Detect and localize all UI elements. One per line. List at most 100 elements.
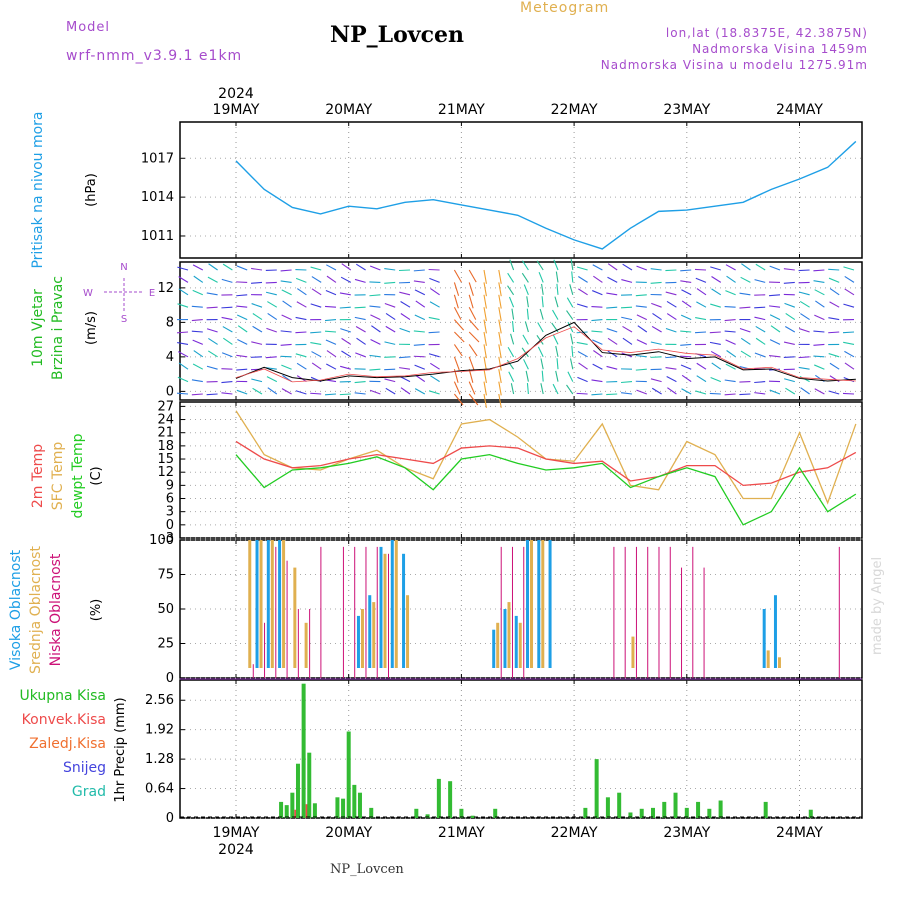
wind-arrow bbox=[710, 303, 721, 308]
wind-arrow bbox=[400, 301, 411, 308]
wind-arrow bbox=[483, 331, 487, 346]
y-tick-label: 1017 bbox=[141, 151, 174, 166]
wind-arrow bbox=[725, 339, 736, 345]
wind-arrow bbox=[453, 381, 461, 395]
cloud-bar-1 bbox=[394, 540, 398, 668]
wind-arrow bbox=[536, 260, 544, 271]
wind-arrow bbox=[369, 265, 381, 271]
wind-arrow bbox=[622, 263, 633, 271]
wind-arrow bbox=[769, 389, 781, 395]
wind-arrow bbox=[341, 337, 352, 345]
wind-arrow bbox=[710, 376, 722, 383]
wind-arrow bbox=[555, 370, 559, 382]
wind-arrow bbox=[280, 330, 292, 333]
wind-arrow bbox=[606, 306, 618, 309]
wind-arrow bbox=[236, 368, 248, 371]
wind-arrow bbox=[483, 393, 487, 408]
precip-bar bbox=[594, 759, 599, 818]
pressure-axis-label: Pritisak na nivou mora bbox=[30, 111, 46, 268]
cloud-bar-0 bbox=[548, 540, 552, 668]
precip-bar bbox=[335, 797, 340, 818]
wind-arrow bbox=[511, 308, 515, 320]
wind-arrow bbox=[754, 381, 766, 384]
wind-arrow bbox=[326, 275, 337, 283]
wind-arrow bbox=[222, 326, 233, 333]
wind-arrow bbox=[755, 337, 766, 345]
wind-arrow bbox=[206, 365, 218, 370]
wind-arrow bbox=[193, 275, 204, 283]
wind-arrow bbox=[191, 330, 203, 333]
wind-arrow bbox=[206, 292, 218, 296]
wind-arrow bbox=[221, 381, 233, 384]
wind-arrow bbox=[606, 328, 618, 333]
wind-arrow bbox=[498, 393, 502, 408]
wind-arrow bbox=[636, 389, 647, 395]
meteogram-label: Meteogram bbox=[520, 0, 610, 16]
y-tick-label: -3 bbox=[161, 531, 174, 546]
wind-arrow bbox=[591, 379, 603, 383]
wind-arrow bbox=[680, 280, 692, 283]
year-label-bottom: 2024 bbox=[218, 842, 254, 858]
wind-arrow bbox=[236, 305, 248, 308]
wind-arrow bbox=[252, 313, 263, 321]
wind-arrow bbox=[798, 366, 810, 370]
wind-arrow bbox=[414, 388, 426, 395]
cloud-bar-1 bbox=[270, 540, 274, 668]
wind-arrow bbox=[620, 381, 633, 384]
wind-arrow bbox=[498, 269, 502, 284]
wind-arrow bbox=[566, 297, 574, 308]
wind-arrow bbox=[192, 363, 204, 370]
wind-arrow bbox=[553, 259, 559, 271]
cloud-bar-0 bbox=[492, 629, 496, 668]
wind-arrow bbox=[606, 292, 618, 296]
lonlat-label: lon,lat (18.8375E, 42.3875N) bbox=[665, 26, 868, 40]
wind-arrow bbox=[511, 320, 515, 333]
wind-arrow bbox=[296, 362, 307, 370]
wind-arrow bbox=[680, 314, 692, 321]
compass-s: S bbox=[121, 314, 127, 325]
cloud-bar-1 bbox=[360, 609, 364, 668]
wind-arrow bbox=[769, 305, 781, 308]
wind-arrow bbox=[607, 276, 618, 283]
wind-arrow bbox=[569, 358, 574, 370]
wind-arrow bbox=[829, 301, 840, 308]
precip-legend-0: Ukupna Kisa bbox=[19, 688, 106, 704]
wind-arrow bbox=[414, 364, 426, 370]
wind-arrow bbox=[453, 294, 459, 309]
wind-arrow bbox=[571, 345, 574, 357]
wind-arrow bbox=[552, 334, 559, 345]
wind-arrow bbox=[680, 269, 692, 272]
wind-arrow bbox=[556, 358, 559, 370]
wind-arrow bbox=[510, 333, 515, 345]
wind-arrow bbox=[783, 281, 795, 284]
wind-arrow bbox=[709, 341, 721, 345]
precip-bar bbox=[763, 801, 768, 818]
precip-bar bbox=[295, 763, 300, 818]
x-tick-label-bottom: 21MAY bbox=[438, 825, 485, 841]
cloud-unit-label: (%) bbox=[89, 599, 104, 622]
x-tick-label-top: 24MAY bbox=[776, 102, 823, 118]
wind-arrow bbox=[783, 268, 795, 271]
wind-arrow bbox=[208, 337, 218, 345]
wind-arrow bbox=[650, 281, 662, 284]
cloud-bar-0 bbox=[390, 540, 394, 668]
wind-arrow bbox=[355, 263, 366, 271]
wind-arrow bbox=[498, 282, 502, 297]
wind-arrow bbox=[250, 281, 263, 284]
wind-arrow bbox=[384, 356, 396, 358]
wind-arrow bbox=[311, 288, 322, 296]
wind-arrow bbox=[554, 296, 559, 308]
wind-arrow bbox=[540, 358, 544, 370]
wind-arrow bbox=[666, 313, 677, 321]
wind-arrow bbox=[651, 325, 662, 333]
wind-arrow bbox=[725, 290, 736, 296]
cloud-bar-0 bbox=[402, 553, 406, 668]
wind-arrow bbox=[266, 327, 277, 333]
wind-arrow bbox=[510, 383, 515, 395]
precip-bar bbox=[459, 808, 464, 818]
x-tick-label-top: 21MAY bbox=[438, 102, 485, 118]
precip-bar bbox=[639, 808, 644, 818]
wind-arrow bbox=[754, 306, 766, 309]
precip-bar bbox=[628, 812, 633, 818]
wind-arrow bbox=[454, 331, 465, 343]
